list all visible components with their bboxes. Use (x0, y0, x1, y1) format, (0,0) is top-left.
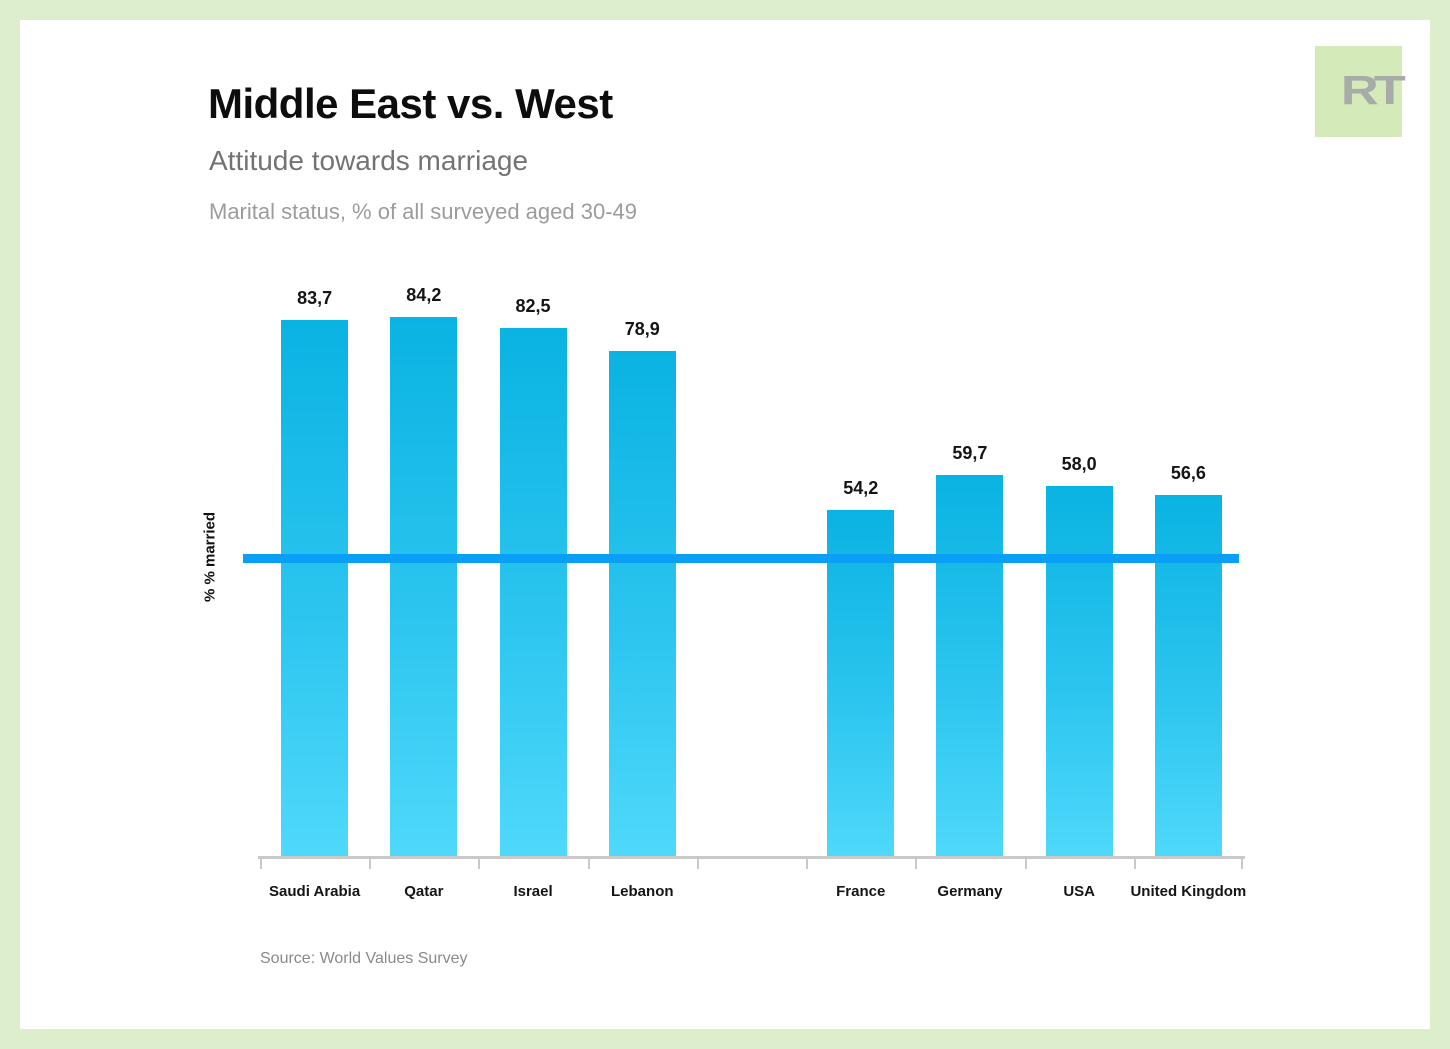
rt-logo: RT (1315, 46, 1406, 137)
bar-value-france: 54,2 (843, 477, 879, 498)
bar-value-germany: 59,7 (952, 442, 988, 463)
axis-tick (1133, 858, 1136, 869)
source-note: Source: World Values Survey (260, 950, 468, 967)
axis-tick (369, 858, 372, 869)
bar-usa (1045, 485, 1113, 858)
bar-value-israel: 82,5 (515, 296, 551, 317)
category-label-qatar: Qatar (404, 883, 444, 900)
bar-chart: 83,7 Saudi Arabia 84,2 Qatar 82,5 Israel 78,9 L… (243, 280, 1246, 900)
bar-germany (936, 474, 1004, 858)
category-label-usa: USA (1063, 883, 1095, 900)
bar-value-usa: 58,0 (1061, 453, 1097, 474)
axis-tick (478, 858, 481, 869)
axis-tick (587, 858, 590, 869)
chart-description: Marital status, % of all surveyed aged 3… (209, 199, 638, 224)
category-label-saudi-arabia: Saudi Arabia (269, 883, 361, 900)
rt-logo-text: RT (1341, 66, 1406, 113)
infographic-card: RT Middle East vs. West Attitude towards… (20, 20, 1430, 1029)
bar-france (827, 509, 895, 858)
bar-lebanon (608, 351, 676, 858)
category-label-united-kingdom: United Kingdom (1130, 883, 1247, 900)
bar-qatar (390, 317, 458, 858)
category-label-israel: Israel (513, 883, 553, 900)
axis-tick (1241, 858, 1243, 869)
x-axis-line (258, 856, 1245, 859)
bar-value-lebanon: 78,9 (624, 319, 660, 340)
axis-tick (696, 858, 699, 869)
axis-tick (915, 858, 918, 869)
bar-saudi-arabia (281, 320, 349, 858)
axis-tick (260, 858, 262, 869)
bar-united-kingdom (1154, 494, 1222, 858)
axis-tick (1024, 858, 1027, 869)
page-subtitle: Attitude towards marriage (209, 145, 529, 176)
bar-value-qatar: 84,2 (406, 285, 442, 306)
category-label-france: France (836, 883, 886, 900)
bar-value-united-kingdom: 56,6 (1170, 462, 1206, 483)
axis-tick (806, 858, 809, 869)
bar-israel (499, 328, 567, 858)
y-axis-label: % % married (201, 511, 219, 603)
category-label-lebanon: Lebanon (611, 883, 674, 900)
page-title: Middle East vs. West (208, 80, 613, 127)
reference-line (243, 553, 1239, 563)
bar-value-saudi-arabia: 83,7 (297, 288, 333, 309)
category-label-germany: Germany (937, 883, 1003, 900)
